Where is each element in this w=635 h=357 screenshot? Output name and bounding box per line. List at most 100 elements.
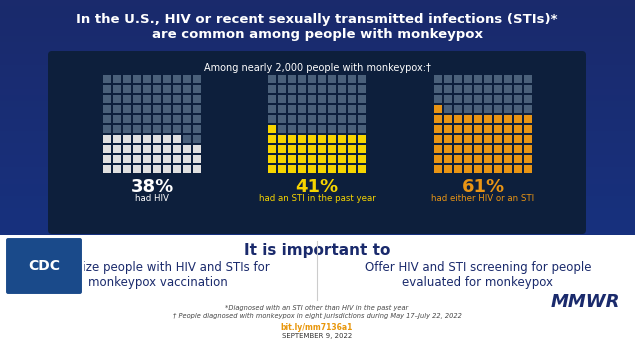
Bar [444,75,452,83]
Text: 61%: 61% [462,178,505,196]
Bar [474,135,482,143]
Bar [0,0,635,6]
Bar [484,165,492,173]
Bar [444,155,452,163]
Bar [338,135,346,143]
Bar [103,125,111,133]
Bar [163,165,171,173]
Bar [0,208,635,214]
Bar [268,75,276,83]
Bar [298,125,306,133]
Bar [0,42,635,47]
Bar [318,135,326,143]
Bar [308,85,316,93]
Bar [163,95,171,103]
Bar [464,115,472,123]
Bar [123,115,131,123]
Bar [514,165,522,173]
Bar [278,95,286,103]
Bar [0,12,635,18]
Bar [0,303,635,310]
Bar [288,95,296,103]
Text: † People diagnosed with monkeypox in eight jurisdictions during May 17–July 22, : † People diagnosed with monkeypox in eig… [173,313,462,319]
Bar [0,235,635,357]
Bar [0,77,635,83]
Bar [163,85,171,93]
Bar [444,135,452,143]
Bar [348,145,356,153]
Bar [474,165,482,173]
Bar [484,125,492,133]
Bar [348,105,356,113]
Text: CDC: CDC [28,259,60,273]
Bar [308,155,316,163]
Bar [0,339,635,345]
Bar [454,75,462,83]
Bar [288,145,296,153]
Bar [0,131,635,137]
Bar [0,315,635,321]
Bar [0,286,635,292]
Bar [268,135,276,143]
Bar [183,165,191,173]
Bar [494,95,502,103]
Bar [464,125,472,133]
Bar [133,115,141,123]
Bar [484,115,492,123]
Bar [298,145,306,153]
Bar [0,18,635,24]
Bar [0,226,635,232]
Bar [0,268,635,274]
Text: had either HIV or an STI: had either HIV or an STI [431,194,535,203]
Bar [113,145,121,153]
Text: had HIV: had HIV [135,194,169,203]
Bar [0,220,635,226]
Bar [143,155,151,163]
Bar [308,135,316,143]
Bar [494,75,502,83]
Bar [464,95,472,103]
Bar [464,165,472,173]
Bar [0,125,635,131]
Bar [504,75,512,83]
Bar [278,135,286,143]
Bar [298,85,306,93]
Bar [338,105,346,113]
Text: bit.ly/mm7136a1: bit.ly/mm7136a1 [281,323,353,332]
Bar [318,85,326,93]
Bar [514,105,522,113]
Bar [454,145,462,153]
Bar [153,135,161,143]
Bar [464,85,472,93]
Bar [464,75,472,83]
Bar [173,165,181,173]
Bar [434,155,442,163]
Bar [103,75,111,83]
Bar [113,75,121,83]
Bar [193,145,201,153]
Bar [318,155,326,163]
Bar [288,105,296,113]
Bar [278,85,286,93]
Bar [484,145,492,153]
Bar [143,135,151,143]
Bar [348,115,356,123]
Bar [504,85,512,93]
Bar [348,95,356,103]
Bar [268,125,276,133]
Bar [358,115,366,123]
Text: had an STI in the past year: had an STI in the past year [258,194,375,203]
Bar [494,85,502,93]
Bar [163,125,171,133]
Bar [524,165,532,173]
Bar [338,145,346,153]
Bar [278,145,286,153]
Bar [0,321,635,327]
Bar [308,165,316,173]
Bar [348,135,356,143]
Bar [183,75,191,83]
Bar [514,145,522,153]
Bar [434,85,442,93]
Bar [524,135,532,143]
Bar [103,105,111,113]
